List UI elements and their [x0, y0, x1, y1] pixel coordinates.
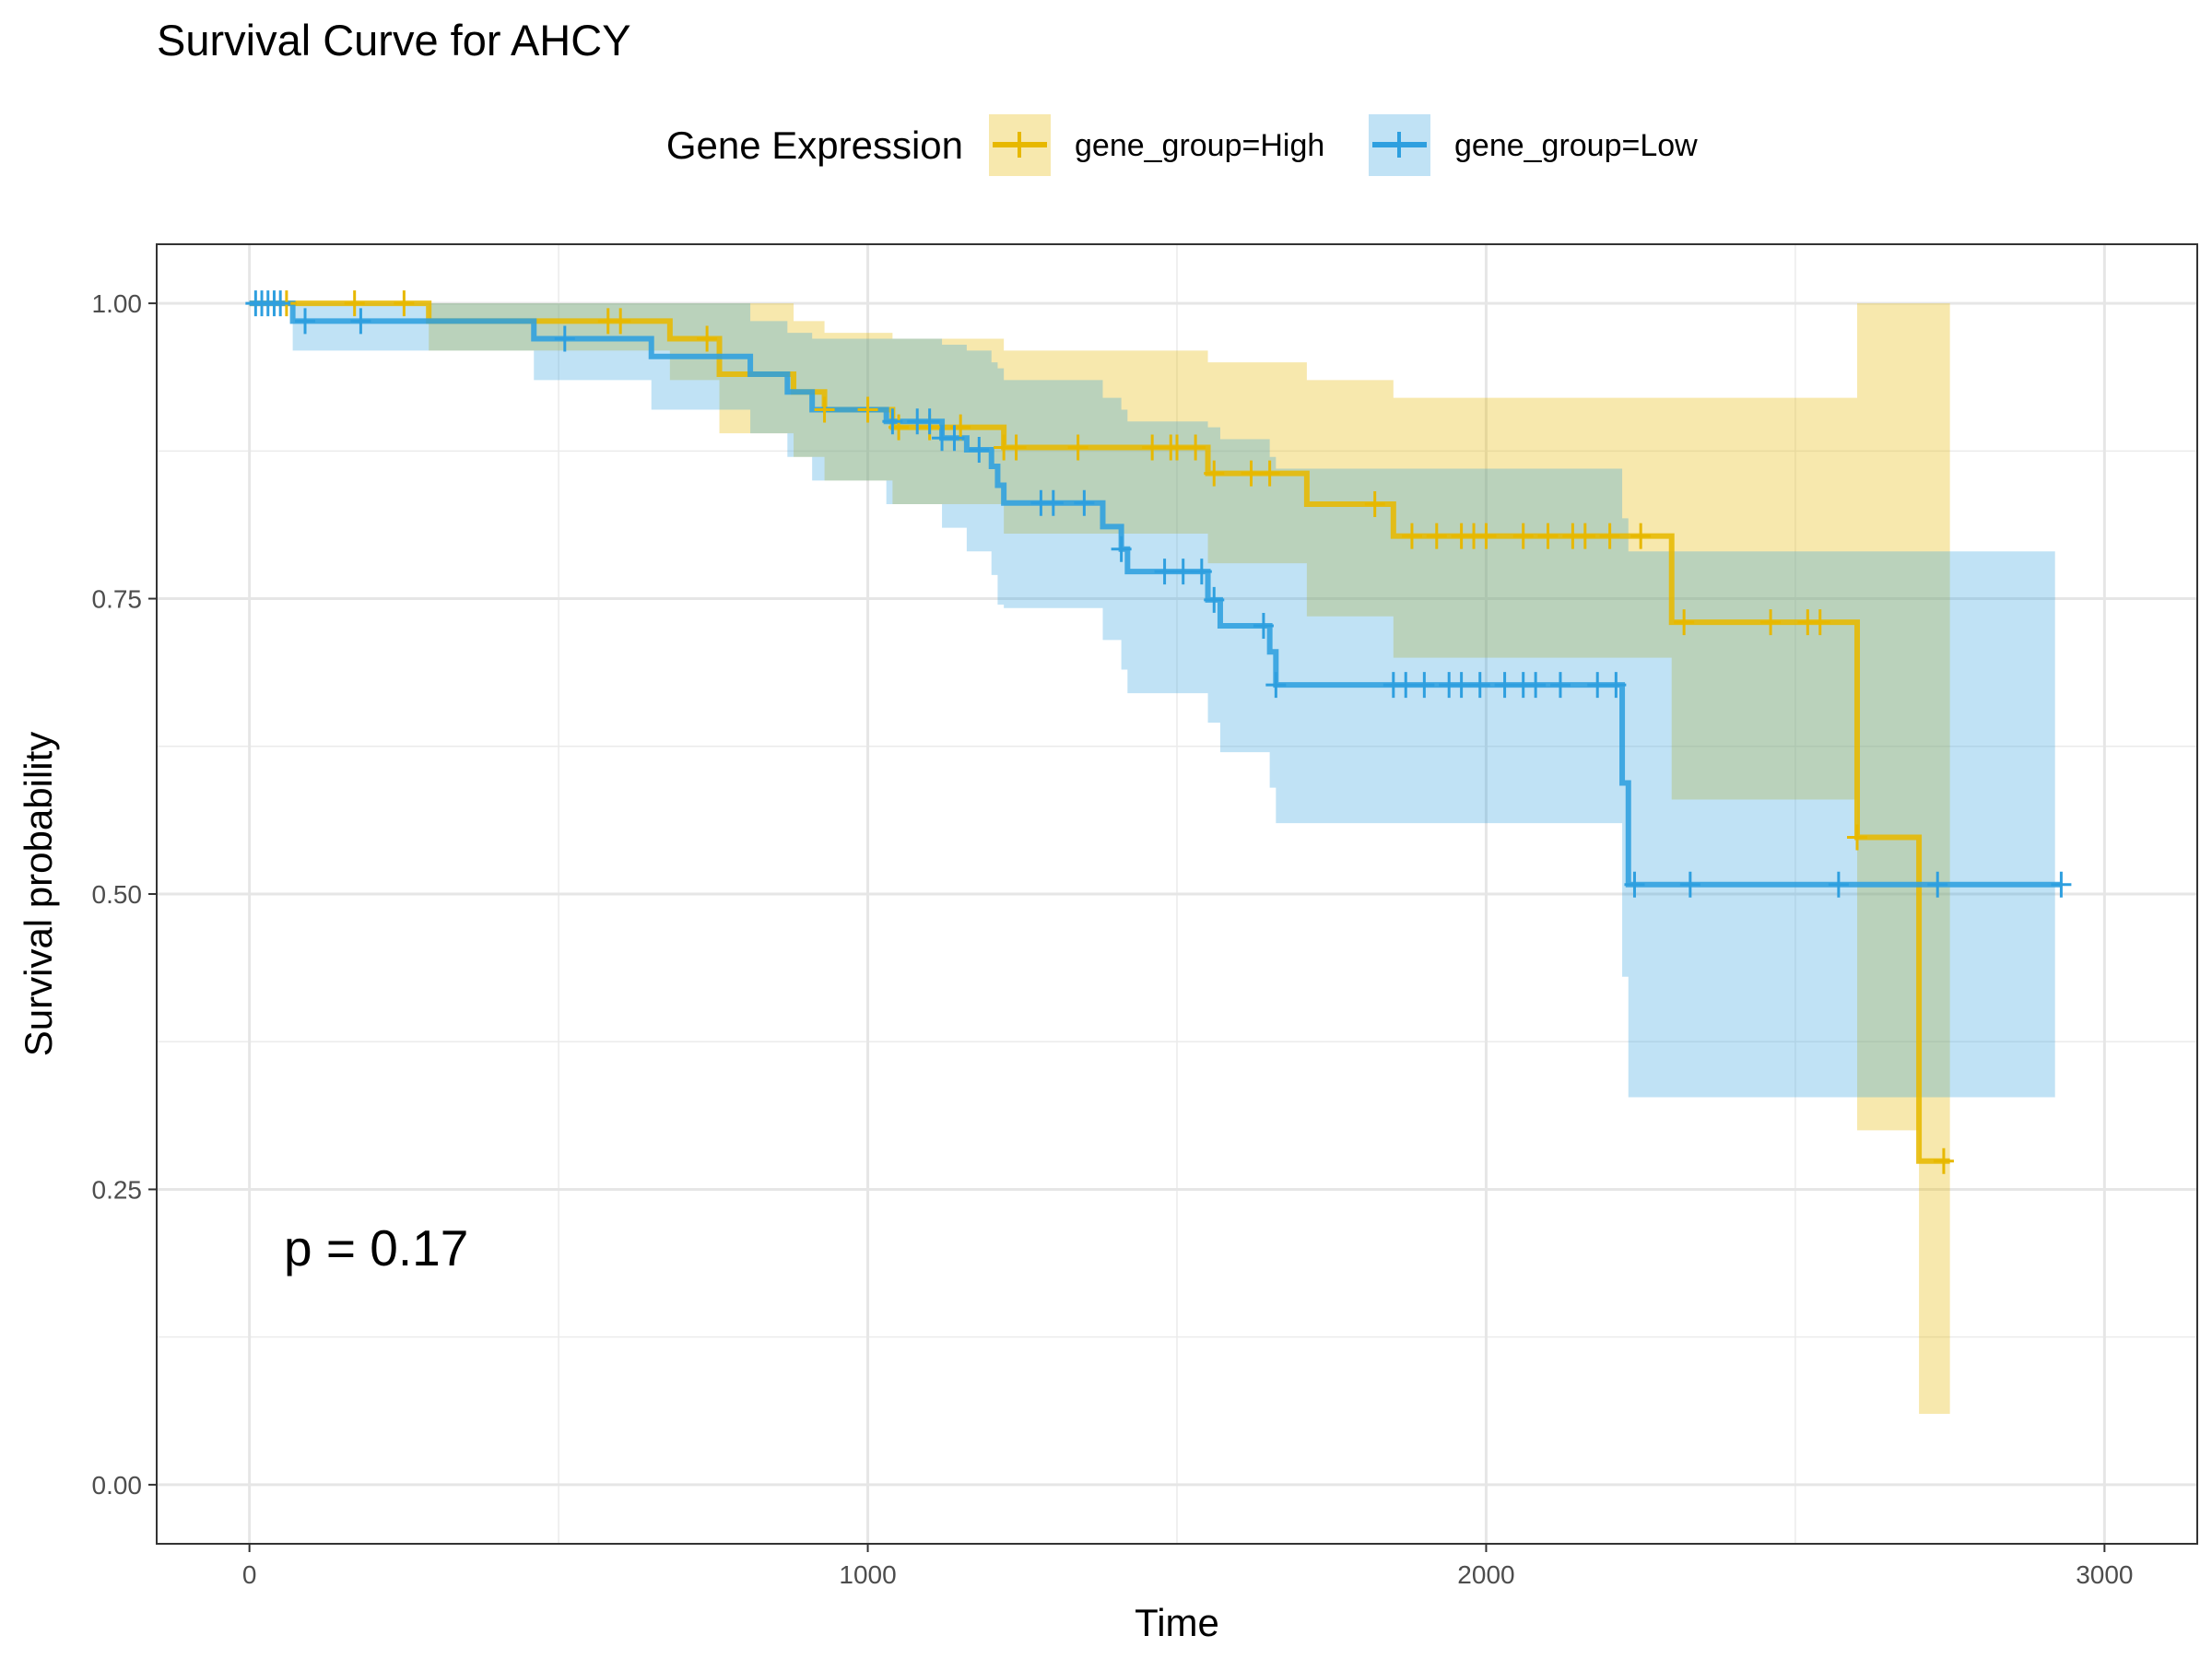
censor-mark-low [1606, 672, 1627, 699]
censor-mark-low [882, 408, 903, 435]
y-tick-label: 0.00 [92, 1471, 143, 1500]
censor-mark-low [1525, 672, 1547, 699]
censor-mark-high [1401, 523, 1422, 549]
x-tick-label: 2000 [1457, 1560, 1514, 1589]
chart-title: Survival Curve for AHCY [157, 16, 631, 65]
censor-mark-high [1760, 609, 1782, 636]
legend-title: Gene Expression [666, 124, 963, 167]
censor-mark-high [1067, 434, 1088, 461]
censor-mark-low [554, 325, 575, 352]
censor-mark-high [697, 325, 718, 352]
censor-mark-high [1933, 1147, 1954, 1174]
censor-mark-high [1847, 824, 1867, 851]
plot-panel: p = 0.17 [156, 243, 2198, 1545]
censor-mark-high [1167, 434, 1187, 461]
confidence-bands [249, 303, 2055, 1414]
censor-mark-low [1549, 672, 1571, 699]
censor-mark-low [919, 408, 940, 435]
censor-mark-high [1809, 609, 1830, 636]
x-tick-label: 1000 [839, 1560, 896, 1589]
censor-mark-high [1006, 434, 1027, 461]
x-tick-label: 3000 [2076, 1560, 2133, 1589]
x-axis: 0 1000 2000 3000 [242, 1544, 2134, 1589]
ci-band-low [249, 303, 2055, 1098]
censor-mark-low [1172, 559, 1194, 585]
censor-mark-low [1253, 613, 1274, 640]
censor-mark-low [1587, 672, 1608, 699]
censor-mark-low [1204, 586, 1225, 613]
x-tick-label: 0 [242, 1560, 257, 1589]
censor-mark-low [1494, 672, 1515, 699]
censor-mark-low [1679, 871, 1700, 898]
y-tick-label: 0.50 [92, 880, 143, 909]
censor-mark-high [394, 290, 415, 317]
censor-mark-low [1154, 559, 1175, 585]
legend-label-high: gene_group=High [1075, 128, 1324, 163]
censor-mark-high [344, 290, 365, 317]
censor-mark-high [1630, 523, 1652, 549]
censor-mark-high [1426, 523, 1447, 549]
censor-mark-low [1395, 672, 1417, 699]
survival-line-low [249, 300, 2062, 888]
censor-mark-high [1364, 491, 1385, 517]
censor-mark-high [610, 308, 631, 335]
censor-mark-low [1451, 672, 1472, 699]
censor-mark-high [1599, 523, 1620, 549]
censor-mark-low [1191, 559, 1212, 585]
x-axis-title: Time [1135, 1601, 1219, 1644]
p-value-annotation: p = 0.17 [284, 1219, 468, 1277]
censor-mark-low [1074, 489, 1095, 516]
censor-mark-high [1185, 434, 1206, 461]
ci-band-high [249, 303, 1950, 1414]
censor-mark-low [350, 308, 371, 335]
censor-mark-high [1204, 460, 1225, 487]
censor-mark-high [1241, 460, 1262, 487]
censor-mark-low [1042, 489, 1064, 516]
censor-mark-low [1828, 871, 1849, 898]
legend: Gene Expression gene_group=High gene_gro… [666, 114, 1698, 176]
censor-mark-low [1265, 672, 1287, 699]
censor-mark-low [1414, 672, 1435, 699]
censor-mark-low [1469, 672, 1490, 699]
censor-mark-low [295, 308, 316, 335]
censor-mark-low [270, 290, 291, 317]
grid [157, 244, 2197, 1544]
censor-mark-high [1537, 523, 1559, 549]
censor-mark-low [1624, 871, 1645, 898]
censor-mark-low [969, 437, 990, 464]
y-tick-label: 1.00 [92, 289, 143, 318]
censor-mark-high [857, 396, 878, 423]
censor-marks [245, 290, 2072, 1174]
y-axis: 0.00 0.25 0.50 0.75 1.00 [92, 289, 157, 1500]
y-axis-title: Survival probability [17, 732, 60, 1057]
censor-mark-high [1259, 460, 1280, 487]
censor-mark-high [1476, 523, 1497, 549]
censor-mark-low [1927, 871, 1948, 898]
censor-mark-high [1674, 609, 1695, 636]
y-tick-label: 0.25 [92, 1175, 143, 1204]
censor-mark-high [1512, 523, 1534, 549]
censor-mark-high [814, 396, 835, 423]
censor-mark-low [944, 425, 965, 452]
censor-mark-low [2051, 871, 2072, 898]
legend-label-low: gene_group=Low [1454, 128, 1698, 163]
censor-mark-low [1111, 535, 1132, 562]
censor-mark-high [1574, 523, 1595, 549]
censor-mark-high [1142, 434, 1163, 461]
y-tick-label: 0.75 [92, 585, 143, 614]
